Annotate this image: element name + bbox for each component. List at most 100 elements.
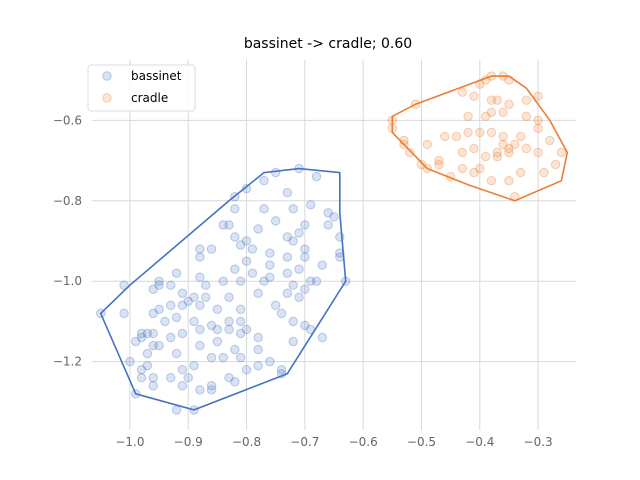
x-tick-label: −0.9 bbox=[174, 435, 203, 449]
bassinet-point bbox=[294, 228, 304, 238]
bassinet-point bbox=[119, 280, 129, 290]
bassinet-point bbox=[259, 276, 269, 286]
legend-box bbox=[87, 64, 196, 112]
cradle-point bbox=[504, 147, 514, 158]
bassinet-point bbox=[300, 244, 310, 254]
bassinet-point bbox=[253, 332, 263, 343]
bassinet-point bbox=[142, 348, 153, 359]
cradle-point bbox=[416, 159, 427, 170]
bassinet-point bbox=[201, 292, 211, 302]
legend-marker-cradle bbox=[102, 93, 112, 103]
bassinet-point bbox=[230, 344, 240, 355]
y-tick-label: −1.0 bbox=[53, 274, 82, 288]
bassinet-point bbox=[288, 204, 298, 214]
bassinet-point bbox=[142, 360, 153, 371]
bassinet-point bbox=[125, 356, 135, 367]
series-layer bbox=[96, 71, 569, 415]
series-cradle bbox=[387, 71, 569, 202]
bassinet-point bbox=[166, 373, 176, 383]
bassinet-point bbox=[148, 373, 158, 383]
bassinet-point bbox=[294, 264, 304, 274]
bassinet-point bbox=[323, 208, 333, 218]
bassinet-point bbox=[195, 244, 205, 254]
chart-title: bassinet -> cradle; 0.60 bbox=[244, 36, 412, 52]
cradle-point bbox=[469, 167, 479, 178]
bassinet-point bbox=[171, 348, 182, 359]
bassinet-point bbox=[300, 252, 310, 262]
cradle-point bbox=[457, 147, 467, 158]
bassinet-point bbox=[177, 364, 188, 375]
bassinet-point bbox=[282, 268, 293, 278]
bassinet-point bbox=[247, 244, 258, 254]
bassinet-point bbox=[154, 340, 164, 351]
bassinet-point bbox=[282, 288, 293, 298]
bassinet-point bbox=[311, 171, 322, 182]
bassinet-point bbox=[224, 324, 234, 335]
cradle-point bbox=[510, 139, 520, 150]
y-tick-label: −1.2 bbox=[53, 355, 82, 369]
x-tick-label: −0.6 bbox=[349, 435, 378, 449]
bassinet-point bbox=[235, 352, 246, 363]
bassinet-point bbox=[288, 316, 298, 327]
bassinet-point bbox=[270, 167, 281, 178]
bassinet-point bbox=[317, 332, 328, 343]
bassinet-point bbox=[224, 220, 234, 230]
bassinet-point bbox=[183, 373, 193, 383]
bassinet-point bbox=[235, 276, 246, 286]
bassinet-point bbox=[305, 200, 316, 210]
bassinet-point bbox=[253, 344, 263, 355]
bassinet-point bbox=[235, 304, 246, 315]
bassinet-point bbox=[166, 300, 176, 311]
bassinet-point bbox=[241, 236, 252, 246]
bassinet-point bbox=[206, 385, 217, 395]
cradle-point bbox=[469, 91, 479, 101]
bassinet-point bbox=[195, 340, 205, 351]
cradle-point bbox=[469, 143, 479, 154]
cradle-point bbox=[533, 91, 543, 101]
cradle-point bbox=[475, 163, 485, 174]
bassinet-point bbox=[160, 316, 170, 327]
y-tick-label: −0.6 bbox=[53, 113, 82, 127]
bassinet-point bbox=[189, 292, 199, 302]
x-tick-label: −0.8 bbox=[232, 435, 261, 449]
cradle-point bbox=[533, 115, 543, 126]
bassinet-point bbox=[136, 328, 147, 339]
legend-label-cradle: cradle bbox=[131, 91, 168, 105]
bassinet-point bbox=[154, 276, 164, 286]
bassinet-point bbox=[288, 280, 298, 290]
x-tick-label: −0.4 bbox=[465, 435, 494, 449]
cradle-point bbox=[504, 143, 514, 154]
bassinet-point bbox=[195, 324, 205, 335]
bassinet-point bbox=[131, 336, 141, 347]
bassinet-point bbox=[253, 360, 263, 371]
bassinet-point bbox=[241, 324, 252, 335]
cradle-point bbox=[533, 147, 543, 158]
bassinet-point bbox=[206, 244, 217, 254]
x-tick-label: −1.0 bbox=[115, 435, 144, 449]
bassinet-point bbox=[265, 260, 275, 270]
bassinet-point bbox=[276, 364, 287, 375]
cradle-point bbox=[515, 167, 526, 178]
bassinet-point bbox=[224, 316, 234, 327]
cradle-point bbox=[492, 95, 502, 105]
bassinet-point bbox=[206, 320, 217, 331]
cradle-point bbox=[498, 107, 508, 117]
cradle-point bbox=[521, 143, 532, 154]
bassinet-point bbox=[282, 252, 293, 262]
cradle-point bbox=[463, 111, 473, 122]
bassinet-point bbox=[195, 385, 205, 395]
bassinet-point bbox=[171, 268, 182, 278]
bassinet-point bbox=[300, 220, 310, 230]
bassinet-point bbox=[148, 308, 158, 319]
bassinet-point bbox=[270, 216, 281, 226]
bassinet-point bbox=[136, 364, 147, 375]
bassinet-point bbox=[218, 276, 228, 286]
bassinet-point bbox=[253, 288, 263, 298]
bassinet-point bbox=[329, 212, 339, 222]
tick-labels: −1.0 −0.9 −0.8 −0.7 −0.6 −0.5 −0.4 −0.3 −0.6 −0.8… bbox=[53, 113, 553, 449]
bassinet-point bbox=[224, 292, 234, 302]
cradle-point bbox=[539, 167, 549, 178]
bassinet-point bbox=[235, 240, 246, 250]
bassinet-point bbox=[212, 304, 223, 315]
